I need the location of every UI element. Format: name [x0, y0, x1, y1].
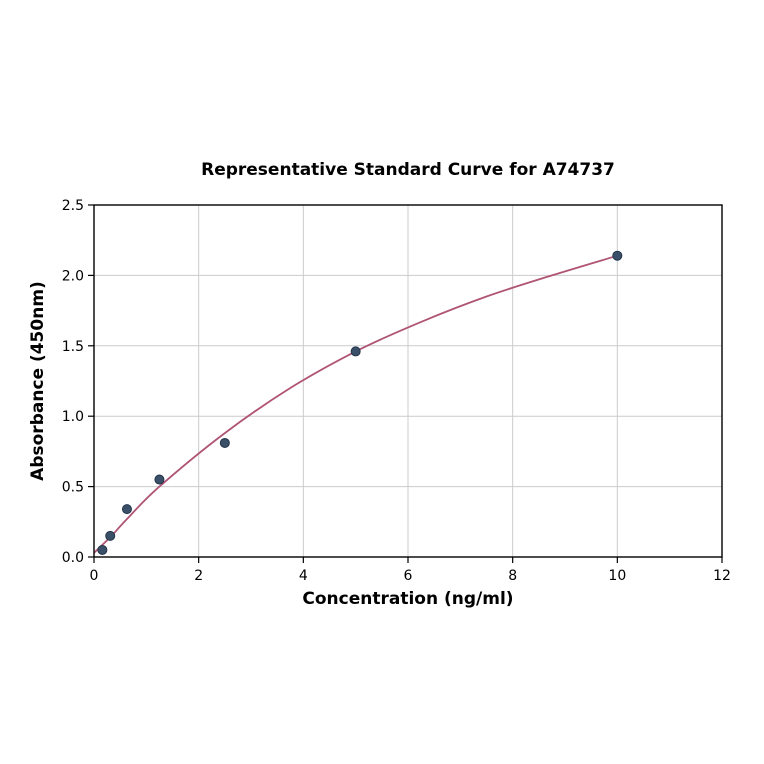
x-axis-label: Concentration (ng/ml) — [302, 589, 514, 609]
x-tick-label: 6 — [404, 568, 413, 584]
x-tick-label: 8 — [508, 568, 517, 584]
data-point — [612, 250, 623, 261]
data-point — [97, 544, 108, 555]
y-tick-label: 0.5 — [62, 480, 84, 496]
y-tick-label: 2.5 — [62, 198, 84, 214]
plot-border — [93, 204, 723, 558]
y-tick-label: 1.0 — [62, 409, 84, 425]
x-tick-label: 12 — [713, 568, 731, 584]
data-point — [121, 504, 132, 515]
x-tick-label: 10 — [608, 568, 626, 584]
y-tick-label: 2.0 — [62, 268, 84, 284]
data-point — [350, 346, 361, 357]
y-tick-label: 0.0 — [62, 550, 84, 566]
data-point — [105, 530, 116, 541]
chart-title: Representative Standard Curve for A74737 — [201, 160, 615, 180]
x-tick-label: 2 — [194, 568, 203, 584]
x-tick-label: 0 — [90, 568, 99, 584]
y-tick-label: 1.5 — [62, 339, 84, 355]
data-point — [219, 437, 230, 448]
x-tick-label: 4 — [299, 568, 308, 584]
fit-curve — [93, 254, 618, 554]
data-point — [154, 474, 165, 485]
